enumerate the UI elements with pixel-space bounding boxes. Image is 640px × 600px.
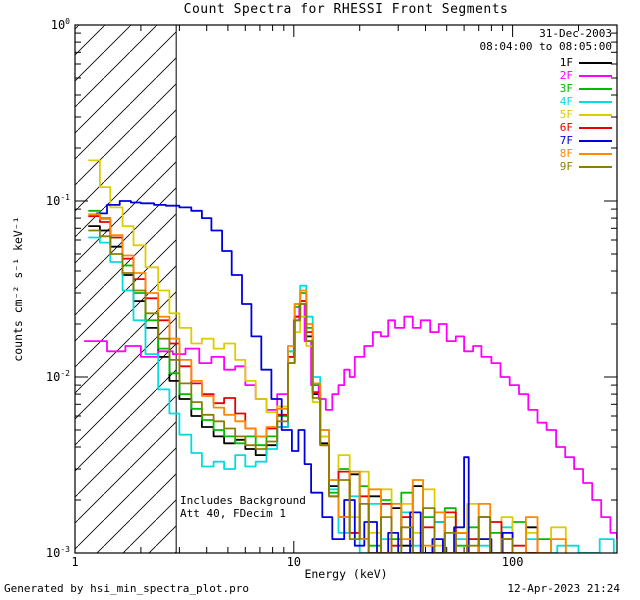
- footer-timestamp: 12-Apr-2023 21:24: [507, 582, 620, 595]
- legend-label-5F: 5F: [559, 108, 573, 121]
- legend-item-8F: 8F: [560, 147, 612, 160]
- y-axis-label: counts cm⁻² s⁻¹ keV⁻¹: [11, 216, 25, 362]
- legend-swatch-6F: [579, 126, 612, 129]
- legend-item-7F: 7F: [560, 134, 612, 147]
- legend-swatch-7F: [579, 139, 612, 142]
- legend-swatch-4F: [579, 100, 612, 103]
- plot-notes: Includes Background Att 40, FDecim 1: [180, 494, 306, 520]
- legend-label-3F: 3F: [559, 82, 573, 95]
- observation-time-range: 08:04:00 to 08:05:00: [479, 39, 612, 53]
- legend-item-1F: 1F: [560, 56, 612, 69]
- legend-label-2F: 2F: [559, 69, 573, 82]
- svg-text:10-3: 10-3: [46, 545, 70, 560]
- spectrum-7F: [96, 200, 514, 553]
- legend-item-5F: 5F: [560, 108, 612, 121]
- legend-item-6F: 6F: [560, 121, 612, 134]
- legend: 1F 2F 3F 4F 5F 6F 7F 8F 9F: [560, 56, 612, 173]
- note-attenuator-state: Att 40, FDecim 1: [180, 506, 286, 520]
- legend-item-9F: 9F: [560, 160, 612, 173]
- footer-generator-label: Generated by hsi_min_spectra_plot.pro: [4, 582, 250, 595]
- legend-label-6F: 6F: [559, 121, 573, 134]
- legend-swatch-8F: [579, 152, 612, 155]
- legend-item-2F: 2F: [560, 69, 612, 82]
- observation-date: 31-Dec-2003: [539, 27, 612, 40]
- svg-text:10-1: 10-1: [46, 193, 70, 208]
- observation-time-block: 31-Dec-2003 08:04:00 to 08:05:00: [479, 27, 612, 53]
- spectrum-9F: [88, 229, 514, 553]
- svg-text:10: 10: [287, 555, 301, 569]
- spectrum-8F: [88, 213, 567, 553]
- legend-swatch-3F: [579, 87, 612, 90]
- svg-text:100: 100: [502, 555, 524, 569]
- legend-item-3F: 3F: [560, 82, 612, 95]
- legend-swatch-5F: [579, 113, 612, 116]
- svg-text:100: 100: [51, 17, 70, 32]
- legend-item-4F: 4F: [560, 95, 612, 108]
- legend-swatch-9F: [579, 165, 612, 168]
- legend-label-7F: 7F: [559, 134, 573, 147]
- x-axis-label: Energy (keV): [304, 567, 388, 581]
- legend-swatch-1F: [579, 61, 612, 64]
- legend-label-4F: 4F: [559, 95, 573, 108]
- legend-label-9F: 9F: [559, 160, 573, 173]
- note-includes-background: Includes Background: [180, 494, 306, 507]
- legend-swatch-2F: [579, 74, 612, 77]
- legend-label-1F: 1F: [559, 56, 573, 69]
- chart-title: Count Spectra for RHESSI Front Segments: [183, 2, 509, 17]
- excluded-energy-band: [75, 25, 177, 553]
- legend-label-8F: 8F: [559, 147, 573, 160]
- svg-text:10-2: 10-2: [46, 369, 70, 384]
- spectrum-2F: [84, 303, 617, 540]
- svg-text:1: 1: [71, 555, 78, 569]
